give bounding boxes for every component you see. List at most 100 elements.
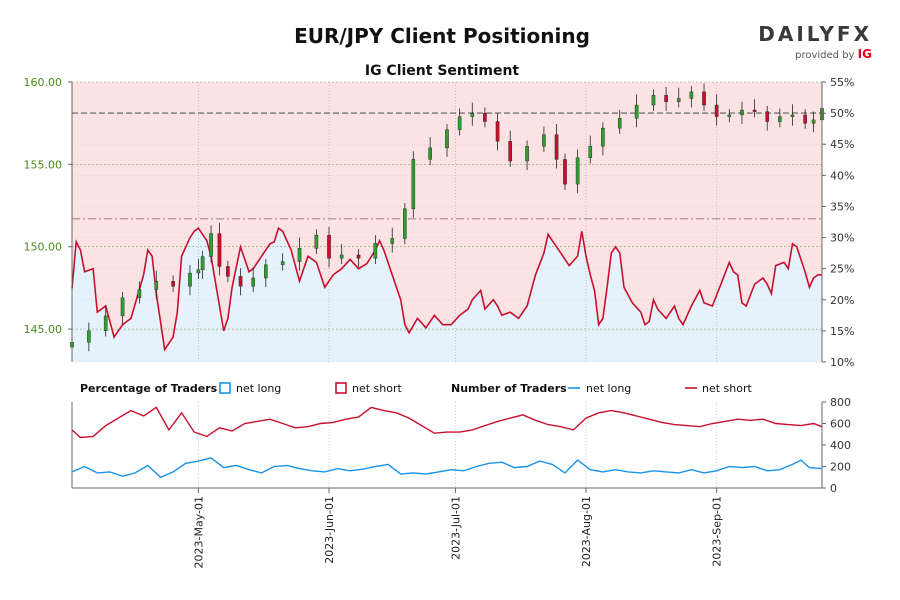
candle-body bbox=[171, 281, 175, 287]
candle-body bbox=[601, 127, 605, 147]
date-tick-label: 2023-Jun-01 bbox=[323, 496, 336, 564]
legend-pct-long-swatch bbox=[219, 382, 231, 394]
legend-num-long-label: net long bbox=[586, 382, 631, 395]
legend-num-short-label: net short bbox=[702, 382, 753, 395]
candle-body bbox=[280, 261, 285, 266]
sentiment-tick-label: 35% bbox=[830, 200, 854, 213]
candle-body bbox=[339, 254, 344, 259]
sentiment-tick-label: 40% bbox=[830, 169, 854, 182]
candle-body bbox=[554, 134, 559, 160]
candle-body bbox=[664, 94, 668, 102]
candle-body bbox=[209, 233, 213, 257]
sentiment-tick-label: 25% bbox=[830, 263, 854, 276]
candle-body bbox=[525, 146, 529, 162]
sentiment-tick-label: 30% bbox=[830, 232, 854, 245]
candle-body bbox=[87, 330, 91, 343]
candle-body bbox=[563, 159, 567, 185]
candle-body bbox=[575, 157, 580, 185]
net-long-area bbox=[72, 228, 822, 362]
candle-body bbox=[238, 276, 243, 287]
candle-body bbox=[403, 208, 407, 239]
candle-body bbox=[803, 114, 807, 124]
candle-body bbox=[445, 129, 449, 149]
brand-provided-by: provided by IG bbox=[752, 47, 872, 61]
candle-body bbox=[702, 91, 706, 106]
brand-ig: IG bbox=[857, 47, 872, 61]
candle-body bbox=[226, 266, 230, 277]
candle-body bbox=[356, 254, 361, 259]
candle-body bbox=[714, 104, 719, 117]
candle-body bbox=[765, 111, 770, 122]
date-tick-label: 2023-Jul-01 bbox=[449, 496, 462, 560]
legend-num-title: Number of Traders bbox=[451, 382, 567, 395]
price-tick-label: 160.00 bbox=[24, 76, 63, 89]
candle-body bbox=[373, 243, 378, 259]
candle-body bbox=[778, 116, 782, 122]
candle-body bbox=[120, 297, 125, 317]
sentiment-tick-label: 20% bbox=[830, 294, 854, 307]
brand-provided-text: provided by bbox=[795, 50, 855, 61]
candle-body bbox=[154, 281, 159, 290]
candle-body bbox=[542, 134, 546, 147]
chart-subtitle: IG Client Sentiment bbox=[364, 63, 520, 79]
candle-body bbox=[200, 256, 205, 270]
count-tick-label: 200 bbox=[830, 461, 851, 474]
candle-body bbox=[470, 113, 475, 117]
count-tick-label: 600 bbox=[830, 418, 851, 431]
candle-body bbox=[217, 233, 222, 267]
candle-body bbox=[752, 109, 757, 112]
candle-body bbox=[103, 315, 108, 331]
legend-pct-title: Percentage of Traders bbox=[80, 382, 218, 395]
count-tick-label: 800 bbox=[830, 396, 851, 409]
candle-body bbox=[137, 289, 142, 298]
price-tick-label: 155.00 bbox=[24, 158, 63, 171]
chart-title: EUR/JPY Client Positioning bbox=[294, 24, 590, 48]
brand-name: DAILYFX bbox=[758, 22, 872, 46]
candle-body bbox=[196, 269, 201, 274]
net-long-sentiment-line bbox=[71, 226, 822, 352]
candle-body bbox=[676, 98, 681, 102]
candle-body bbox=[634, 104, 639, 119]
candle-body bbox=[495, 121, 500, 142]
candle-body bbox=[457, 116, 462, 130]
candle-body bbox=[651, 94, 656, 106]
candle-body bbox=[811, 119, 816, 124]
date-tick-label: 2023-Aug-01 bbox=[580, 496, 593, 567]
candle-body bbox=[251, 277, 255, 287]
price-tick-label: 145.00 bbox=[24, 323, 63, 336]
candle-body bbox=[327, 234, 331, 259]
candle-body bbox=[740, 109, 744, 116]
count-tick-label: 0 bbox=[830, 482, 837, 495]
candle-body bbox=[264, 264, 268, 279]
sentiment-tick-label: 45% bbox=[830, 138, 854, 151]
candle-body bbox=[297, 248, 302, 262]
candle-body bbox=[411, 159, 416, 210]
candle-body bbox=[588, 146, 593, 158]
count-net-short-line bbox=[71, 406, 823, 439]
candle-body bbox=[483, 113, 487, 122]
candle-body bbox=[508, 141, 513, 162]
candle-body bbox=[689, 91, 694, 99]
legend-pct-short-swatch bbox=[335, 382, 347, 394]
count-tick-label: 400 bbox=[830, 439, 851, 452]
candle-body bbox=[617, 118, 622, 129]
sentiment-tick-label: 55% bbox=[830, 76, 854, 89]
count-net-long-line bbox=[71, 457, 823, 479]
sentiment-tick-label: 10% bbox=[830, 356, 854, 369]
candle-body bbox=[727, 114, 732, 117]
date-tick-label: 2023-May-01 bbox=[192, 496, 205, 568]
candle-body bbox=[428, 147, 432, 160]
candle-body bbox=[188, 272, 192, 287]
legend-pct-long-label: net long bbox=[236, 382, 281, 395]
candle-body bbox=[790, 114, 795, 117]
legend-pct-short-label: net short bbox=[352, 382, 403, 395]
sentiment-tick-label: 50% bbox=[830, 107, 854, 120]
price-tick-label: 150.00 bbox=[24, 241, 63, 254]
brand-logo: DAILYFX provided by IG bbox=[752, 22, 872, 61]
candle-body bbox=[314, 234, 319, 249]
sentiment-tick-label: 15% bbox=[830, 325, 854, 338]
date-tick-label: 2023-Sep-01 bbox=[711, 496, 724, 567]
candle-body bbox=[390, 238, 395, 244]
